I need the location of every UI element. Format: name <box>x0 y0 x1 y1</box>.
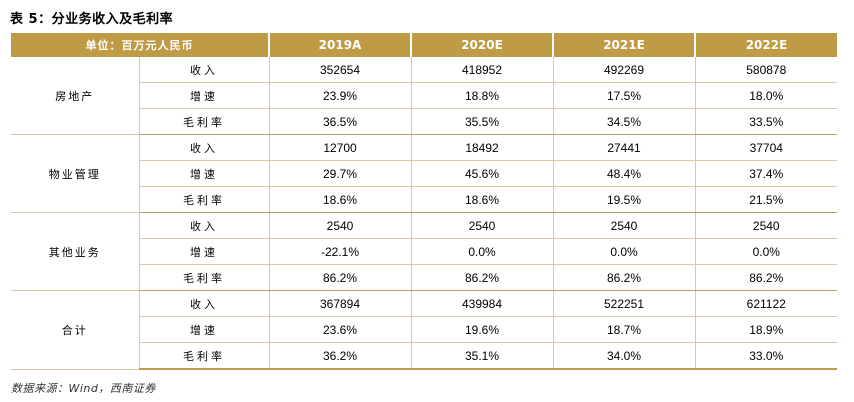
table-row: 其他业务 收入 2540 2540 2540 2540 <box>11 212 837 291</box>
value-cell: 35.1% <box>411 342 554 370</box>
metric-label: 增速 <box>139 316 270 343</box>
value-cell: 27441 <box>553 134 696 161</box>
value-cell: 35.5% <box>411 108 554 135</box>
metric-label: 增速 <box>139 82 270 109</box>
table-row: 增速 29.7% 45.6% 48.4% 37.4% <box>11 160 837 187</box>
value-cell: 19.6% <box>411 316 554 343</box>
value-cell: 36.2% <box>269 342 412 370</box>
metric-label: 增速 <box>139 160 270 187</box>
data-table: 单位：百万元人民币 2019A 2020E 2021E 2022E 房地产 收入 3… <box>11 33 837 370</box>
table-row: 合计 收入 367894 439984 522251 621122 <box>11 290 837 370</box>
source-note: 数据来源：Wind，西南证券 <box>11 382 156 395</box>
value-cell: 2540 <box>269 212 412 239</box>
value-cell: 86.2% <box>695 264 837 291</box>
value-cell: 352654 <box>269 57 412 83</box>
value-cell: 33.0% <box>695 342 837 370</box>
table-row: 增速 -22.1% 0.0% 0.0% 0.0% <box>11 238 837 265</box>
table-row: 毛利率 86.2% 86.2% 86.2% 86.2% <box>11 264 837 291</box>
value-cell: 48.4% <box>553 160 696 187</box>
value-cell: 492269 <box>553 57 696 83</box>
metric-label: 收入 <box>139 134 270 161</box>
metric-label: 收入 <box>139 212 270 239</box>
value-cell: 33.5% <box>695 108 837 135</box>
value-cell: 18.7% <box>553 316 696 343</box>
value-cell: 86.2% <box>411 264 554 291</box>
value-cell: 522251 <box>553 290 696 317</box>
value-cell: 12700 <box>269 134 412 161</box>
value-cell: 17.5% <box>553 82 696 109</box>
value-cell: 2540 <box>553 212 696 239</box>
table-row: 物业管理 收入 12700 18492 27441 37704 <box>11 134 837 213</box>
header-row: 单位：百万元人民币 2019A 2020E 2021E 2022E <box>11 33 837 57</box>
value-cell: 0.0% <box>411 238 554 265</box>
metric-label: 收入 <box>139 57 270 83</box>
table-row: 增速 23.6% 19.6% 18.7% 18.9% <box>11 316 837 343</box>
value-cell: 86.2% <box>553 264 696 291</box>
segment-name: 物业管理 <box>11 134 140 213</box>
value-cell: 23.9% <box>269 82 412 109</box>
value-cell: 18.6% <box>269 186 412 213</box>
table-row: 毛利率 18.6% 18.6% 19.5% 21.5% <box>11 186 837 213</box>
value-cell: 439984 <box>411 290 554 317</box>
value-cell: 18.6% <box>411 186 554 213</box>
metric-label: 毛利率 <box>139 264 270 291</box>
metric-label: 毛利率 <box>139 108 270 135</box>
value-cell: 19.5% <box>553 186 696 213</box>
metric-label: 收入 <box>139 290 270 317</box>
value-cell: 418952 <box>411 57 554 83</box>
value-cell: 580878 <box>695 57 837 83</box>
value-cell: 21.5% <box>695 186 837 213</box>
table-row: 毛利率 36.5% 35.5% 34.5% 33.5% <box>11 108 837 135</box>
value-cell: 2540 <box>411 212 554 239</box>
value-cell: -22.1% <box>269 238 412 265</box>
value-cell: 45.6% <box>411 160 554 187</box>
revenue-margin-table: 单位：百万元人民币 2019A 2020E 2021E 2022E 房地产 收入 3… <box>11 33 837 370</box>
value-cell: 34.5% <box>553 108 696 135</box>
value-cell: 37.4% <box>695 160 837 187</box>
value-cell: 86.2% <box>269 264 412 291</box>
segment-name: 房地产 <box>11 57 140 135</box>
value-cell: 2540 <box>695 212 837 239</box>
table-row: 毛利率 36.2% 35.1% 34.0% 33.0% <box>11 342 837 370</box>
value-cell: 36.5% <box>269 108 412 135</box>
value-cell: 34.0% <box>553 342 696 370</box>
value-cell: 29.7% <box>269 160 412 187</box>
segment-name: 合计 <box>11 290 140 370</box>
metric-label: 增速 <box>139 238 270 265</box>
metric-label: 毛利率 <box>139 342 270 370</box>
value-cell: 0.0% <box>695 238 837 265</box>
value-cell: 621122 <box>695 290 837 317</box>
year-header: 2022E <box>695 33 837 57</box>
value-cell: 18.0% <box>695 82 837 109</box>
year-header: 2021E <box>553 33 696 57</box>
table-row: 增速 23.9% 18.8% 17.5% 18.0% <box>11 82 837 109</box>
segment-name: 其他业务 <box>11 212 140 291</box>
value-cell: 37704 <box>695 134 837 161</box>
table-row: 房地产 收入 352654 418952 492269 580878 <box>11 57 837 135</box>
value-cell: 0.0% <box>553 238 696 265</box>
value-cell: 18.8% <box>411 82 554 109</box>
value-cell: 367894 <box>269 290 412 317</box>
metric-label: 毛利率 <box>139 186 270 213</box>
year-header: 2019A <box>269 33 412 57</box>
unit-header: 单位：百万元人民币 <box>11 33 270 57</box>
value-cell: 23.6% <box>269 316 412 343</box>
year-header: 2020E <box>411 33 554 57</box>
value-cell: 18492 <box>411 134 554 161</box>
table-title: 表 5：分业务收入及毛利率 <box>10 12 174 27</box>
value-cell: 18.9% <box>695 316 837 343</box>
